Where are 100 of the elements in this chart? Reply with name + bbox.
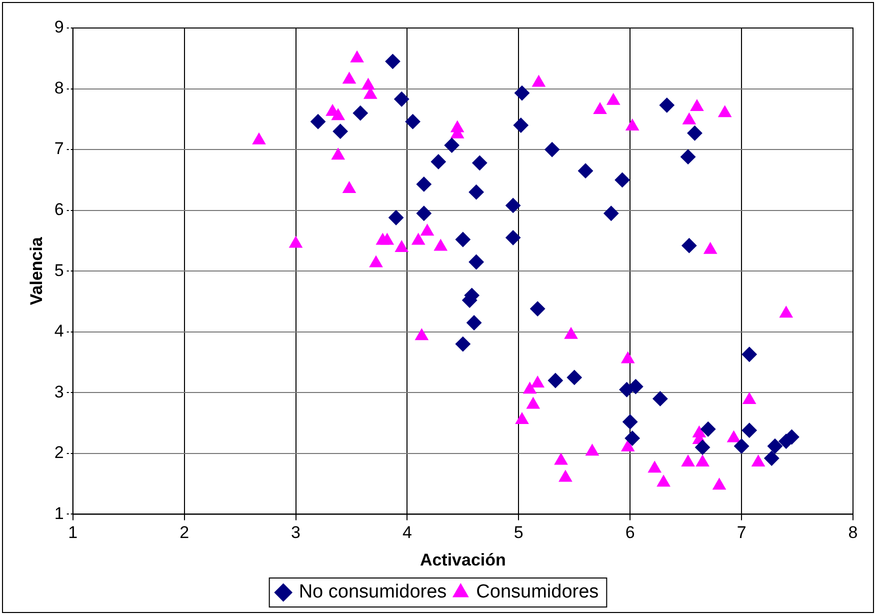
point: [682, 112, 696, 124]
y-axis-title: Valencia: [26, 236, 46, 306]
point: [352, 106, 368, 121]
point: [659, 98, 674, 113]
point: [718, 106, 732, 118]
point: [289, 236, 302, 248]
y-tick-label: 5: [54, 260, 64, 280]
point: [681, 455, 695, 467]
point: [621, 352, 634, 364]
point: [606, 93, 620, 105]
point: [430, 154, 446, 170]
point: [515, 412, 529, 424]
point: [420, 224, 434, 236]
x-tick-label: 3: [291, 523, 300, 542]
point: [656, 475, 670, 487]
point: [548, 372, 563, 388]
point: [468, 184, 484, 200]
legend-label: No consumidores: [298, 582, 447, 603]
y-tick-label: 4: [54, 322, 64, 341]
point: [523, 382, 536, 394]
point: [310, 114, 326, 130]
point: [687, 126, 702, 141]
x-axis-title: Activación: [420, 550, 506, 570]
y-tick-label: 8: [54, 78, 64, 98]
point: [362, 78, 375, 90]
point: [624, 430, 640, 446]
point: [444, 138, 460, 153]
point: [712, 478, 726, 490]
point: [395, 240, 408, 252]
point: [628, 379, 644, 394]
point: [734, 438, 750, 454]
point: [412, 233, 425, 245]
point: [415, 328, 428, 340]
point: [604, 206, 619, 221]
point: [578, 163, 594, 178]
point: [455, 336, 470, 352]
point: [342, 72, 356, 84]
point: [513, 118, 528, 133]
point: [593, 102, 607, 114]
point: [544, 142, 560, 158]
point: [704, 242, 717, 254]
point: [455, 232, 470, 247]
point: [532, 75, 546, 87]
point: [434, 239, 448, 251]
point: [416, 206, 432, 221]
point: [385, 54, 400, 69]
point: [727, 430, 740, 442]
point: [695, 440, 710, 455]
y-tick-label: 7: [54, 139, 64, 158]
point: [506, 198, 521, 213]
point: [742, 392, 756, 404]
point: [468, 254, 484, 270]
point: [682, 238, 697, 254]
point: [405, 114, 420, 130]
x-tick-label: 6: [625, 523, 635, 542]
y-tick-label: 1: [54, 504, 64, 523]
point: [332, 124, 348, 139]
point: [752, 455, 765, 467]
point: [514, 86, 530, 101]
point: [472, 155, 488, 170]
point: [696, 455, 710, 467]
point: [767, 438, 782, 454]
point: [652, 391, 668, 406]
point: [558, 470, 572, 482]
point: [416, 176, 432, 192]
point: [554, 453, 568, 465]
point: [690, 100, 704, 112]
y-tick-label: 6: [54, 200, 64, 220]
y-tick-label: 3: [54, 382, 64, 402]
x-tick-label: 7: [736, 523, 746, 542]
point: [466, 315, 482, 330]
point: [626, 118, 639, 130]
point: [621, 440, 634, 452]
point: [564, 327, 578, 339]
point: [648, 461, 662, 473]
point: [526, 397, 540, 409]
point: [332, 108, 345, 120]
point: [742, 422, 757, 438]
point: [780, 306, 793, 318]
point: [369, 256, 383, 268]
point: [614, 172, 630, 188]
point: [764, 450, 780, 466]
point: [742, 346, 757, 362]
point: [530, 301, 546, 316]
legend-label: Consumidores: [476, 582, 599, 603]
point: [506, 230, 521, 246]
point: [350, 50, 364, 62]
point: [566, 370, 582, 385]
point: [332, 148, 345, 160]
point: [622, 414, 638, 430]
point: [700, 422, 716, 437]
point: [380, 233, 394, 245]
point: [252, 132, 266, 144]
point: [680, 149, 696, 164]
point: [531, 376, 544, 388]
point: [394, 92, 410, 107]
x-tick-label: 4: [402, 523, 412, 542]
point: [388, 210, 404, 226]
point: [586, 444, 599, 456]
x-tick-label: 1: [68, 523, 78, 542]
